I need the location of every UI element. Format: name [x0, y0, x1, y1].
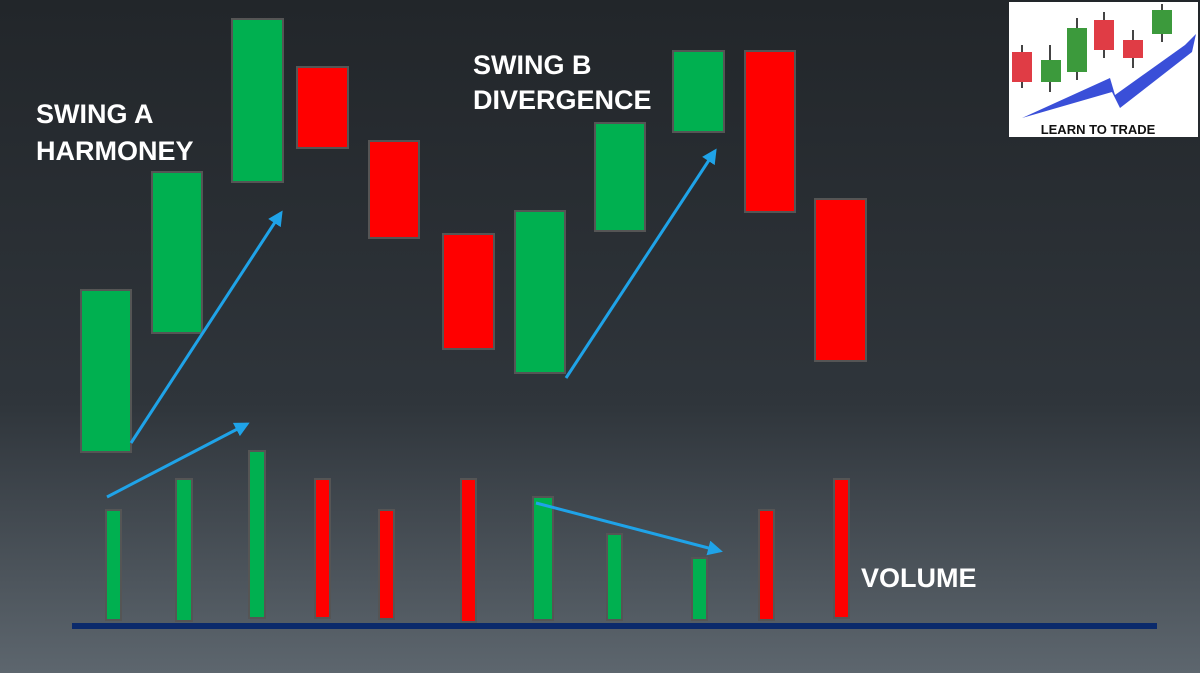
label-swing-b-2: DIVERGENCE — [473, 85, 652, 115]
candle — [514, 210, 566, 374]
volume-bar — [378, 509, 395, 620]
candle — [594, 122, 646, 232]
label-volume: VOLUME — [861, 563, 977, 593]
candle — [368, 140, 420, 239]
volume-bar — [833, 478, 850, 619]
arrows — [106, 148, 723, 556]
volume-bar — [248, 450, 266, 619]
arrow — [129, 210, 283, 444]
label-swing-a-1: SWING A — [36, 99, 154, 129]
volume-bar — [105, 509, 122, 621]
logo: LEARN TO TRADE — [1009, 2, 1198, 137]
candle — [744, 50, 796, 213]
volume-bar — [175, 478, 193, 622]
arrow — [106, 422, 250, 499]
label-swing-a-2: HARMONEY — [36, 136, 194, 166]
arrow — [535, 501, 723, 556]
logo-text: LEARN TO TRADE — [1041, 122, 1156, 137]
volume-bar — [691, 557, 708, 621]
candles — [80, 18, 867, 453]
candle — [442, 233, 495, 350]
candle — [296, 66, 349, 149]
baseline — [72, 623, 1157, 629]
arrow — [564, 148, 717, 379]
candle — [231, 18, 284, 183]
volume-bar — [758, 509, 775, 621]
volume-bar — [314, 478, 331, 619]
candle — [151, 171, 203, 334]
volume-bar — [460, 478, 477, 623]
volume-bar — [532, 496, 554, 621]
label-swing-b-1: SWING B — [473, 50, 592, 80]
volume-bars — [105, 450, 850, 623]
candle — [672, 50, 725, 133]
volume-bar — [606, 533, 623, 621]
candle — [80, 289, 132, 453]
candle — [814, 198, 867, 362]
